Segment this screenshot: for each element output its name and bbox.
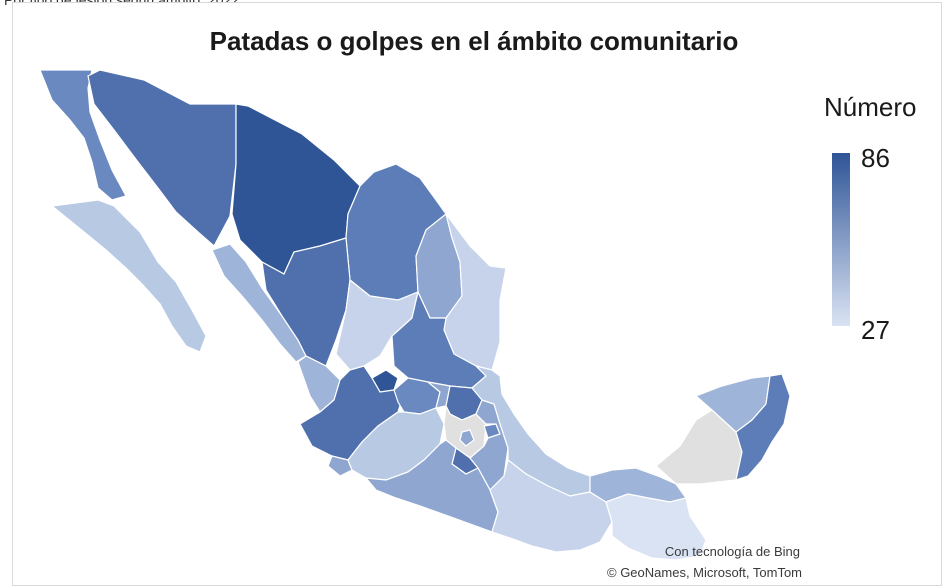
region-baja-california-sur xyxy=(50,199,207,353)
region-chiapas xyxy=(605,493,707,561)
region-zacatecas xyxy=(335,278,419,371)
attribution-copyright: © GeoNames, Microsoft, TomTom xyxy=(607,565,802,580)
region-colima xyxy=(327,455,353,477)
region-queretaro xyxy=(425,381,451,409)
legend-min-label: 27 xyxy=(861,315,890,345)
region-ciudad-de-mexico xyxy=(459,429,475,447)
attribution-bing: Con tecnología de Bing xyxy=(664,544,800,559)
legend-title: Número xyxy=(824,92,917,122)
region-quintana-roo xyxy=(735,373,791,481)
legend-color-scale xyxy=(832,153,850,326)
region-guerrero xyxy=(364,439,499,533)
legend-max-label: 86 xyxy=(861,143,890,173)
region-sonora xyxy=(87,69,237,247)
region-baja-california xyxy=(39,69,127,201)
map-title: Patadas o golpes en el ámbito comunitari… xyxy=(209,26,739,56)
region-durango xyxy=(261,237,351,367)
